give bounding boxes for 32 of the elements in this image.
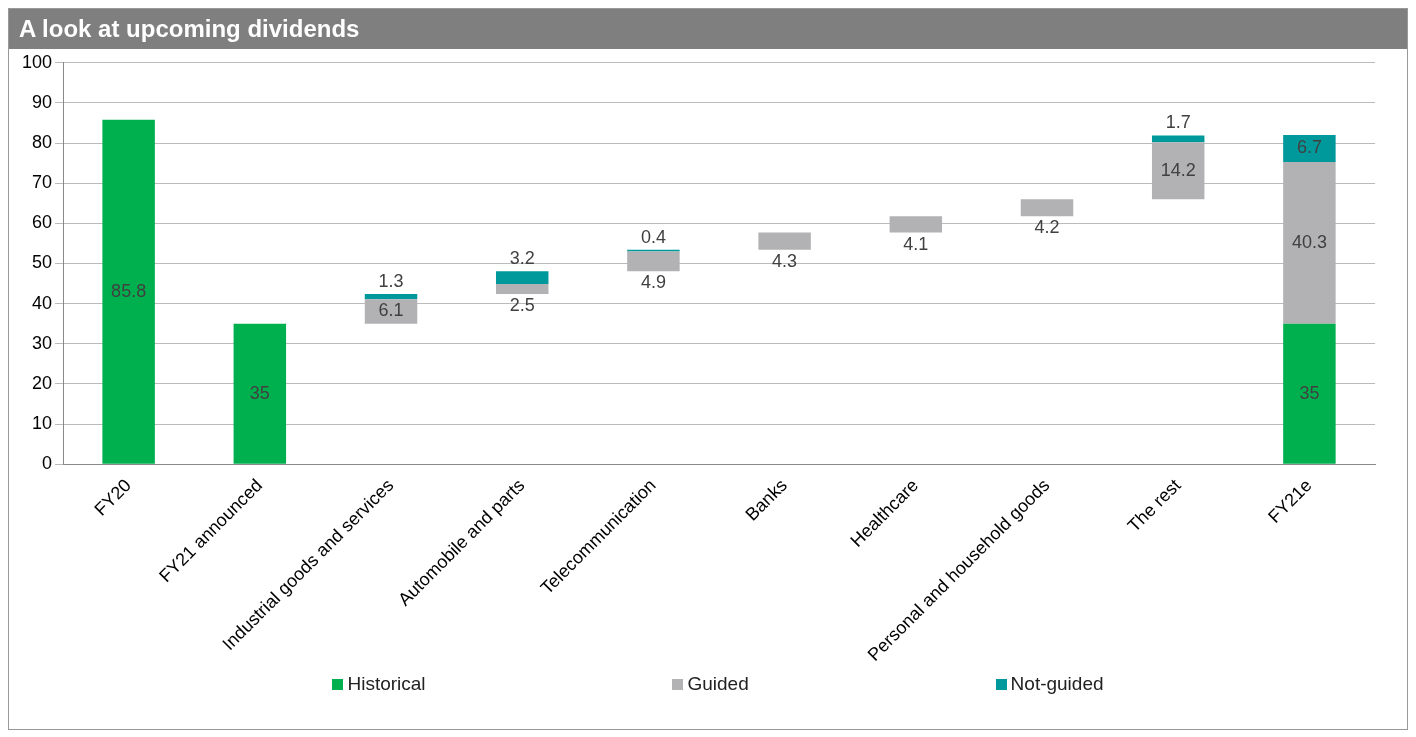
data-label: 6.1 — [378, 300, 404, 321]
data-label: 3.2 — [509, 248, 535, 269]
y-tick-label: 70 — [32, 172, 53, 193]
data-label: 4.9 — [640, 272, 666, 293]
legend-label: Historical — [346, 673, 426, 695]
data-label: 0.4 — [640, 226, 666, 247]
x-tick-label: The rest — [1123, 475, 1185, 536]
data-label: 35 — [1299, 382, 1320, 403]
data-label: 85.8 — [111, 280, 147, 301]
y-tick-label: 50 — [32, 252, 53, 273]
data-label: 4.1 — [903, 233, 929, 254]
data-label: 4.2 — [1034, 217, 1060, 238]
y-tick-label: 60 — [32, 212, 53, 233]
data-label: 1.3 — [378, 270, 404, 291]
data-label: 40.3 — [1291, 231, 1327, 252]
data-label: 1.7 — [1165, 112, 1191, 133]
legend-label: Not-guided — [1009, 673, 1104, 695]
data-label: 2.5 — [509, 294, 535, 315]
data-label: 14.2 — [1160, 159, 1196, 180]
y-tick-label: 80 — [32, 132, 53, 153]
chart-title: A look at upcoming dividends — [9, 9, 1407, 49]
y-tick-label: 10 — [32, 413, 53, 434]
legend-label: Guided — [686, 673, 749, 695]
data-label: 35 — [249, 382, 270, 403]
y-tick-label: 40 — [32, 292, 53, 313]
y-tick-label: 20 — [32, 372, 53, 393]
y-tick-label: 100 — [21, 51, 53, 72]
y-tick-label: 90 — [32, 91, 53, 112]
data-label: 4.3 — [772, 250, 798, 271]
data-label: 6.7 — [1296, 137, 1322, 158]
y-tick-label: 30 — [32, 332, 53, 353]
y-tick-label: 0 — [42, 453, 53, 474]
